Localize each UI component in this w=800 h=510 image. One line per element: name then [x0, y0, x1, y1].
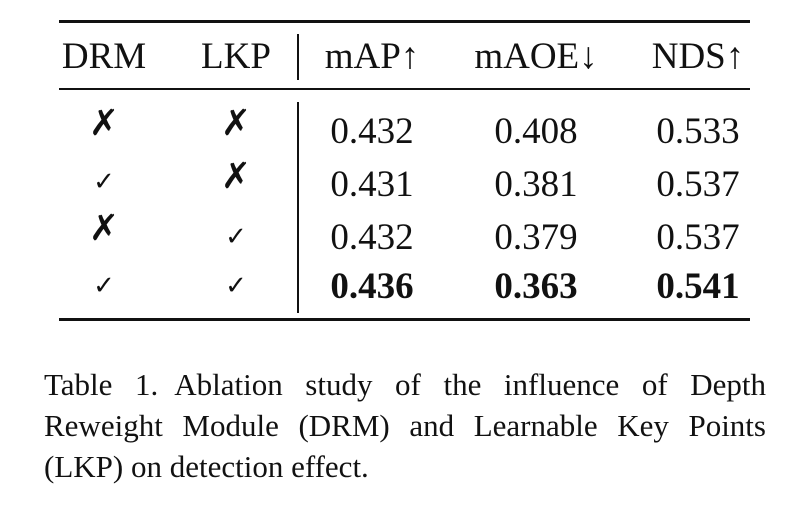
- cross-icon: ✗: [220, 156, 252, 197]
- cross-icon: ✗: [88, 103, 120, 144]
- check-icon: ✓: [93, 167, 115, 197]
- check-icon: ✓: [93, 271, 115, 301]
- maoe-value: 0.379: [494, 217, 578, 258]
- top-rule: [59, 20, 750, 23]
- bottom-rule: [59, 318, 750, 321]
- body-separator-line: [297, 102, 299, 313]
- check-icon: ✓: [225, 222, 247, 252]
- map-value: 0.432: [330, 217, 414, 258]
- header-nds: NDS↑: [651, 36, 745, 77]
- header-maoe: mAOE↓: [474, 36, 598, 77]
- cross-icon: ✗: [88, 208, 120, 249]
- header-separator-line: [297, 34, 299, 80]
- header-lkp: LKP: [201, 36, 271, 77]
- map-value-best: 0.436: [330, 266, 414, 307]
- mid-rule: [59, 88, 750, 90]
- header-drm: DRM: [61, 36, 147, 77]
- check-icon: ✓: [225, 271, 247, 301]
- map-value: 0.431: [330, 164, 414, 205]
- header-map: mAP↑: [324, 36, 420, 77]
- caption-label: Table 1.: [44, 367, 159, 402]
- maoe-value: 0.381: [494, 164, 578, 205]
- maoe-value-best: 0.363: [494, 266, 578, 307]
- cross-icon: ✗: [220, 103, 252, 144]
- nds-value: 0.533: [656, 111, 740, 152]
- caption-text: Ablation study of the influence of Depth…: [44, 367, 766, 484]
- nds-value-best: 0.541: [656, 266, 740, 307]
- map-value: 0.432: [330, 111, 414, 152]
- nds-value: 0.537: [656, 164, 740, 205]
- maoe-value: 0.408: [494, 111, 578, 152]
- table-caption: Table 1. Ablation study of the influence …: [44, 364, 766, 487]
- nds-value: 0.537: [656, 217, 740, 258]
